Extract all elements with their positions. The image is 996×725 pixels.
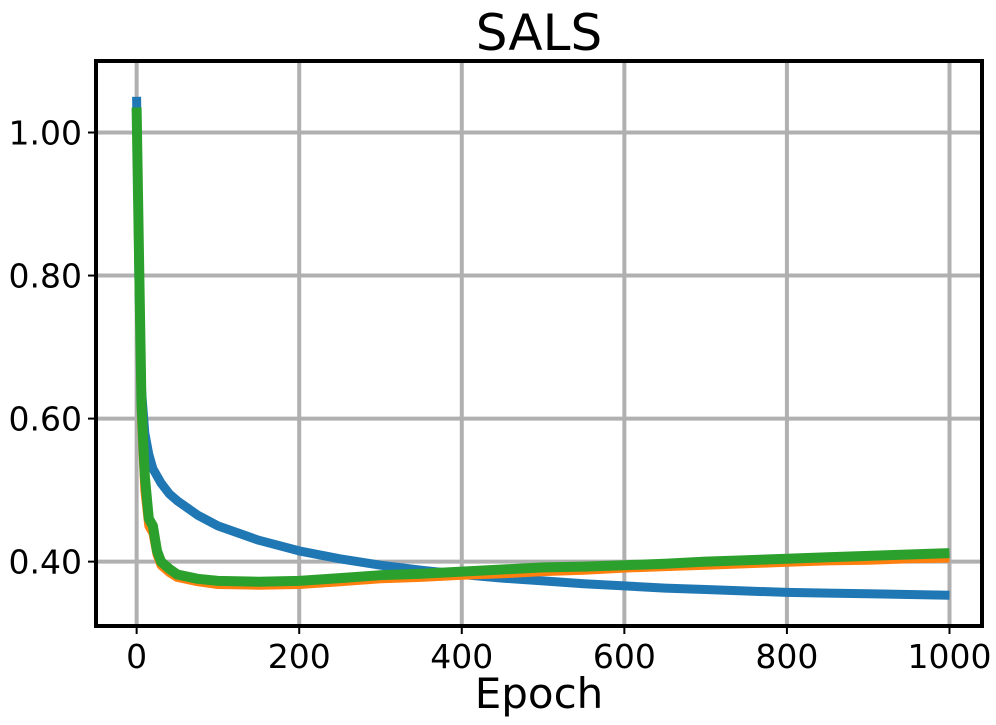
x-tick-label: 800	[755, 637, 818, 676]
x-tick-label: 600	[593, 637, 656, 676]
x-tick-label: 1000	[907, 637, 991, 676]
plot-frame	[94, 59, 984, 628]
x-axis-label: Epoch	[475, 669, 604, 718]
axis-ticks: 0 200 400 600 800 1000 0.40 0.60 0.80 1.00	[9, 114, 992, 676]
chart-title: SALS	[476, 4, 602, 62]
y-tick-label: 1.00	[9, 114, 82, 153]
y-tick-label: 0.40	[9, 543, 82, 582]
x-tick-label: 400	[430, 637, 493, 676]
series-2-line	[131, 107, 950, 587]
series-lines	[131, 96, 950, 600]
series-1-line	[132, 111, 950, 590]
y-tick-label: 0.80	[9, 257, 82, 296]
y-tick-label: 0.60	[9, 400, 82, 439]
x-tick-label: 200	[268, 637, 331, 676]
grid-lines	[96, 61, 982, 626]
series-0-line	[132, 96, 950, 600]
x-tick-label: 0	[126, 637, 147, 676]
